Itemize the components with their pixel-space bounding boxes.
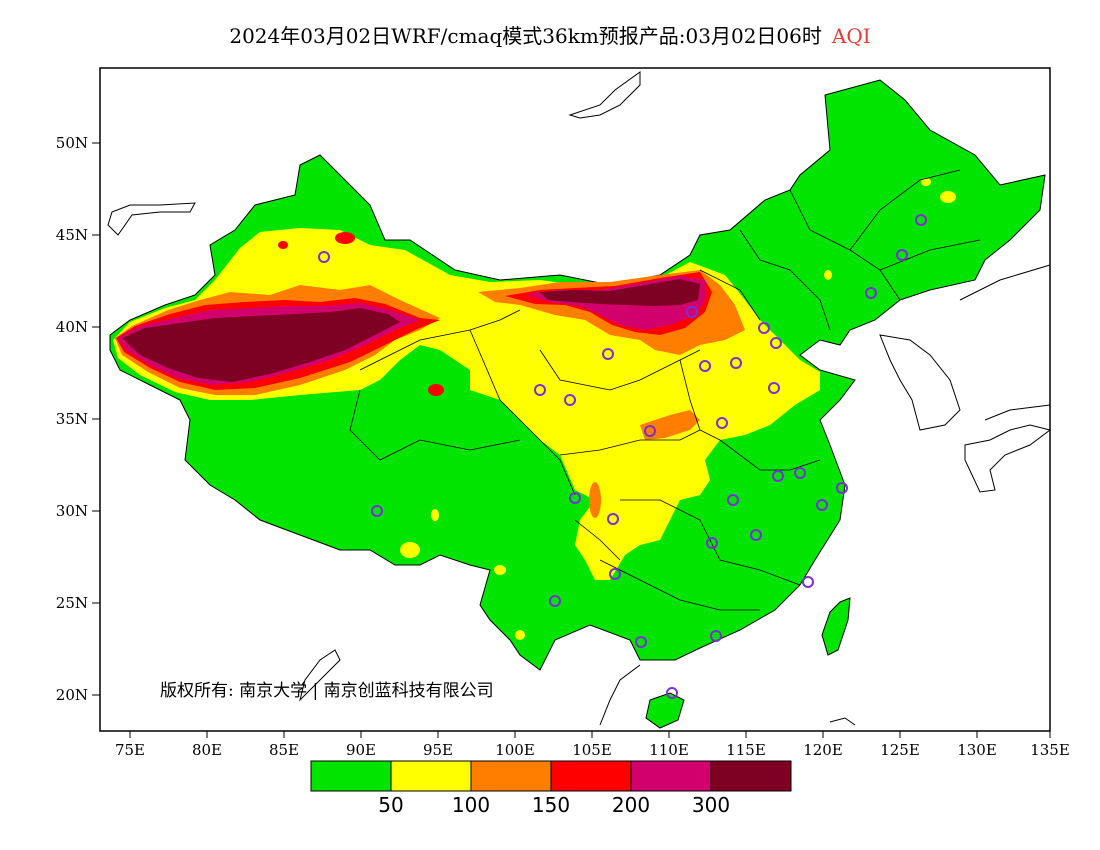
station-marker [836, 482, 848, 494]
y-tick-label: 35N [56, 410, 88, 428]
x-tick-label: 100E [495, 741, 535, 759]
station-marker [549, 595, 561, 607]
station-marker [635, 636, 647, 648]
title-text: 2024年03月02日WRF/cmaq模式36km预报产品:03月02日06时 [229, 24, 822, 48]
x-tick-label: 105E [572, 741, 612, 759]
aqi-zone-hazardous [122, 308, 400, 382]
station-marker [686, 306, 698, 318]
station-marker [772, 470, 784, 482]
aqi-hotspot [278, 241, 288, 249]
y-tick-label: 40N [56, 318, 88, 336]
aqi-hotspot [515, 630, 525, 640]
y-tick-label: 20N [56, 686, 88, 704]
aqi-hotspot [335, 232, 355, 244]
station-marker [607, 513, 619, 525]
y-tick-label: 50N [56, 134, 88, 152]
map-content: 版权所有: 南京大学 | 南京创蓝科技有限公司 [107, 71, 1052, 729]
x-tick-label: 125E [880, 741, 920, 759]
aqi-legend: 50 100 150 200 300 [310, 760, 792, 817]
station-marker [699, 360, 711, 372]
x-tick-label: 110E [649, 741, 689, 759]
aqi-hotspot [494, 565, 506, 575]
x-tick-label: 95E [423, 741, 453, 759]
x-tick-label: 85E [269, 741, 299, 759]
y-tick-label: 45N [56, 226, 88, 244]
aqi-hotspot [921, 178, 931, 186]
station-marker [865, 287, 877, 299]
station-marker [768, 382, 780, 394]
x-tick-label: 115E [726, 741, 766, 759]
aqi-hotspot [428, 384, 444, 396]
x-axis: 75E 80E 85E 90E 95E 100E 105E 110E 115E … [115, 731, 1070, 759]
x-tick-label: 120E [803, 741, 843, 759]
station-marker [706, 537, 718, 549]
station-marker [896, 249, 908, 261]
station-marker [730, 357, 742, 369]
legend-swatch-4 [630, 760, 712, 792]
variable-label: AQI [831, 24, 871, 48]
aqi-hotspot [824, 270, 832, 280]
x-tick-label: 80E [192, 741, 222, 759]
station-marker [727, 494, 739, 506]
station-marker [750, 529, 762, 541]
station-marker [371, 505, 383, 517]
legend-label: 150 [532, 793, 570, 817]
y-axis: 50N 45N 40N 35N 30N 25N 20N [56, 134, 100, 704]
taiwan-island [821, 597, 851, 656]
station-marker [569, 492, 581, 504]
province-borders [349, 169, 981, 611]
station-marker [710, 630, 722, 642]
station-marker [644, 425, 656, 437]
x-tick-label: 75E [115, 741, 145, 759]
legend-swatch-1 [390, 760, 472, 792]
station-marker [666, 687, 678, 699]
monitoring-stations [318, 214, 927, 699]
station-marker [564, 394, 576, 406]
station-marker [816, 499, 828, 511]
legend-swatch-0 [310, 760, 392, 792]
aqi-hotspot [589, 482, 601, 518]
x-tick-label: 90E [346, 741, 376, 759]
aqi-hotspot [400, 542, 420, 558]
hainan-island [645, 692, 685, 729]
station-marker [602, 348, 614, 360]
legend-swatch-5 [710, 760, 792, 792]
aqi-hotspot [940, 191, 956, 203]
station-marker [534, 384, 546, 396]
copyright-text: 版权所有: 南京大学 | 南京创蓝科技有限公司 [160, 681, 494, 701]
legend-label: 50 [378, 793, 403, 817]
aqi-zone-hazardous [540, 279, 700, 306]
station-marker [770, 337, 782, 349]
y-tick-label: 25N [56, 594, 88, 612]
station-marker [915, 214, 927, 226]
station-marker [609, 568, 621, 580]
aqi-hotspot [431, 509, 439, 521]
station-marker [318, 251, 330, 263]
neighbor-coastlines [107, 71, 1052, 726]
x-tick-label: 135E [1030, 741, 1070, 759]
legend-label: 300 [692, 793, 730, 817]
station-marker [716, 417, 728, 429]
station-marker [758, 322, 770, 334]
legend-label: 100 [452, 793, 490, 817]
station-marker [802, 576, 814, 588]
y-tick-label: 30N [56, 502, 88, 520]
legend-label: 200 [612, 793, 650, 817]
x-tick-label: 130E [957, 741, 997, 759]
legend-swatch-3 [550, 760, 632, 792]
station-marker [794, 467, 806, 479]
map-title: 2024年03月02日WRF/cmaq模式36km预报产品:03月02日06时 A… [0, 20, 1100, 49]
legend-swatch-2 [470, 760, 552, 792]
